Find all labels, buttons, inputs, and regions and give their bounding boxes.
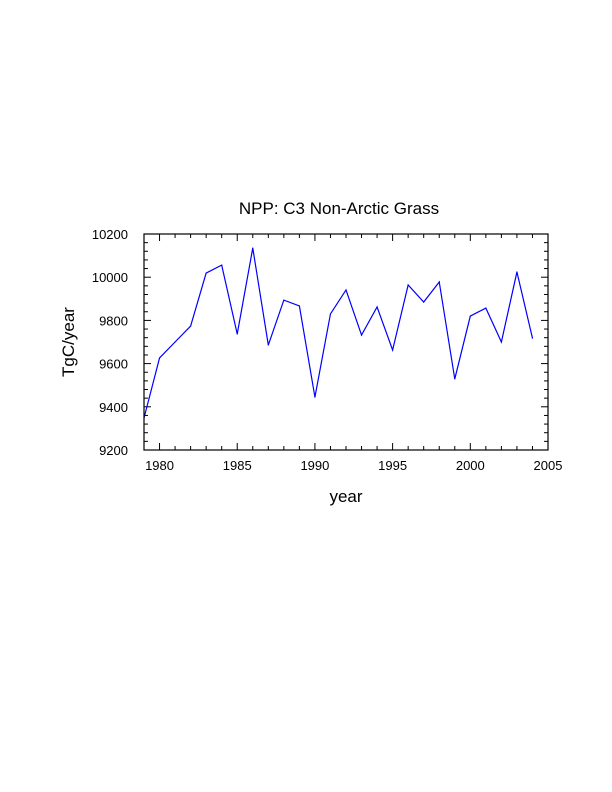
x-tick-label: 1980 — [145, 458, 174, 473]
x-tick-label: 1995 — [378, 458, 407, 473]
data-point — [205, 272, 207, 274]
data-point — [500, 341, 502, 343]
data-point — [283, 299, 285, 301]
x-tick-label: 1985 — [223, 458, 252, 473]
data-point — [345, 289, 347, 291]
x-tick-label: 2000 — [456, 458, 485, 473]
data-point — [454, 378, 456, 380]
y-tick-label: 9400 — [99, 400, 128, 415]
y-axis-label: TgC/year — [59, 307, 78, 377]
chart-title: NPP: C3 Non-Arctic Grass — [239, 199, 439, 218]
data-point — [423, 301, 425, 303]
plot-frame — [143, 233, 549, 451]
y-tick-label: 9600 — [99, 357, 128, 372]
x-axis-label: year — [329, 487, 362, 506]
data-point — [438, 281, 440, 283]
data-point — [392, 349, 394, 351]
x-tick-label: 2005 — [534, 458, 563, 473]
data-point — [252, 247, 254, 249]
y-tick-label: 9800 — [99, 313, 128, 328]
data-point — [407, 284, 409, 286]
data-point — [267, 344, 269, 346]
data-point — [485, 307, 487, 309]
data-point — [516, 271, 518, 273]
data-point — [174, 341, 176, 343]
data-point — [531, 337, 534, 339]
data-point — [236, 333, 238, 335]
y-tick-label: 10200 — [92, 227, 128, 242]
data-point — [314, 396, 316, 398]
data-point — [469, 315, 471, 317]
data-point — [158, 357, 161, 359]
data-point — [221, 264, 223, 266]
y-tick-label: 10000 — [92, 270, 128, 285]
data-point — [360, 334, 363, 336]
data-point — [298, 305, 300, 307]
x-tick-label: 1990 — [300, 458, 329, 473]
data-point — [329, 313, 332, 315]
series-line — [143, 247, 534, 419]
data-point — [376, 306, 378, 308]
data-point — [190, 325, 192, 327]
y-tick-label: 9200 — [99, 443, 128, 458]
